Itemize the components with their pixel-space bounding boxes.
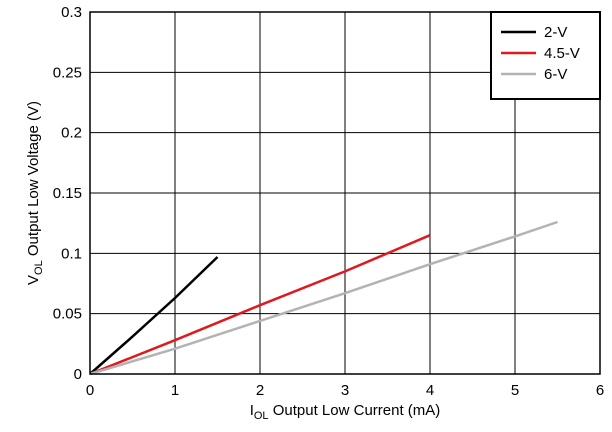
y-tick-label: 0.15 bbox=[53, 185, 82, 202]
x-axis-label: IOL Output Low Current (mA) bbox=[250, 402, 441, 422]
tick-labels: 0 1 2 3 4 5 6 0 0.05 0.1 0.15 0.2 0.25 0.3 bbox=[53, 4, 604, 399]
plot-frame bbox=[89, 11, 601, 375]
x-tick-label: 0 bbox=[86, 382, 94, 399]
y-tick-label: 0 bbox=[74, 366, 82, 383]
y-tick-label: 0.1 bbox=[61, 245, 82, 262]
x-tick-label: 4 bbox=[426, 382, 434, 399]
x-axis-label-main: I bbox=[250, 402, 254, 419]
y-tick-label: 0.05 bbox=[53, 306, 82, 323]
legend-box bbox=[490, 11, 601, 100]
x-tick-label: 3 bbox=[341, 382, 349, 399]
series-line-2 bbox=[89, 220, 558, 376]
x-tick-label: 5 bbox=[511, 382, 519, 399]
legend: 2-V 4.5-V 6-V bbox=[490, 11, 601, 100]
x-tick-label: 6 bbox=[596, 382, 604, 399]
x-axis-label-rest: Output Low Current (mA) bbox=[269, 402, 441, 419]
x-tick-label: 1 bbox=[171, 382, 179, 399]
y-tick-label: 0.2 bbox=[61, 125, 82, 142]
x-tick-label: 2 bbox=[256, 382, 264, 399]
x-axis-label-sub: OL bbox=[254, 410, 269, 422]
y-axis-label-sub: OL bbox=[33, 260, 45, 275]
legend-label: 6-V bbox=[544, 66, 567, 83]
y-tick-label: 0.3 bbox=[61, 4, 82, 21]
y-axis-label-main: V bbox=[25, 275, 42, 285]
legend-label: 2-V bbox=[544, 24, 567, 41]
y-axis-label-rest: Output Low Voltage (V) bbox=[25, 101, 42, 260]
series-line-1 bbox=[89, 234, 431, 376]
y-axis-label: VOL Output Low Voltage (V) bbox=[25, 101, 45, 285]
series-lines bbox=[89, 220, 558, 376]
legend-label: 4.5-V bbox=[544, 45, 580, 62]
series-line-0 bbox=[89, 256, 219, 375]
y-tick-label: 0.25 bbox=[53, 64, 82, 81]
